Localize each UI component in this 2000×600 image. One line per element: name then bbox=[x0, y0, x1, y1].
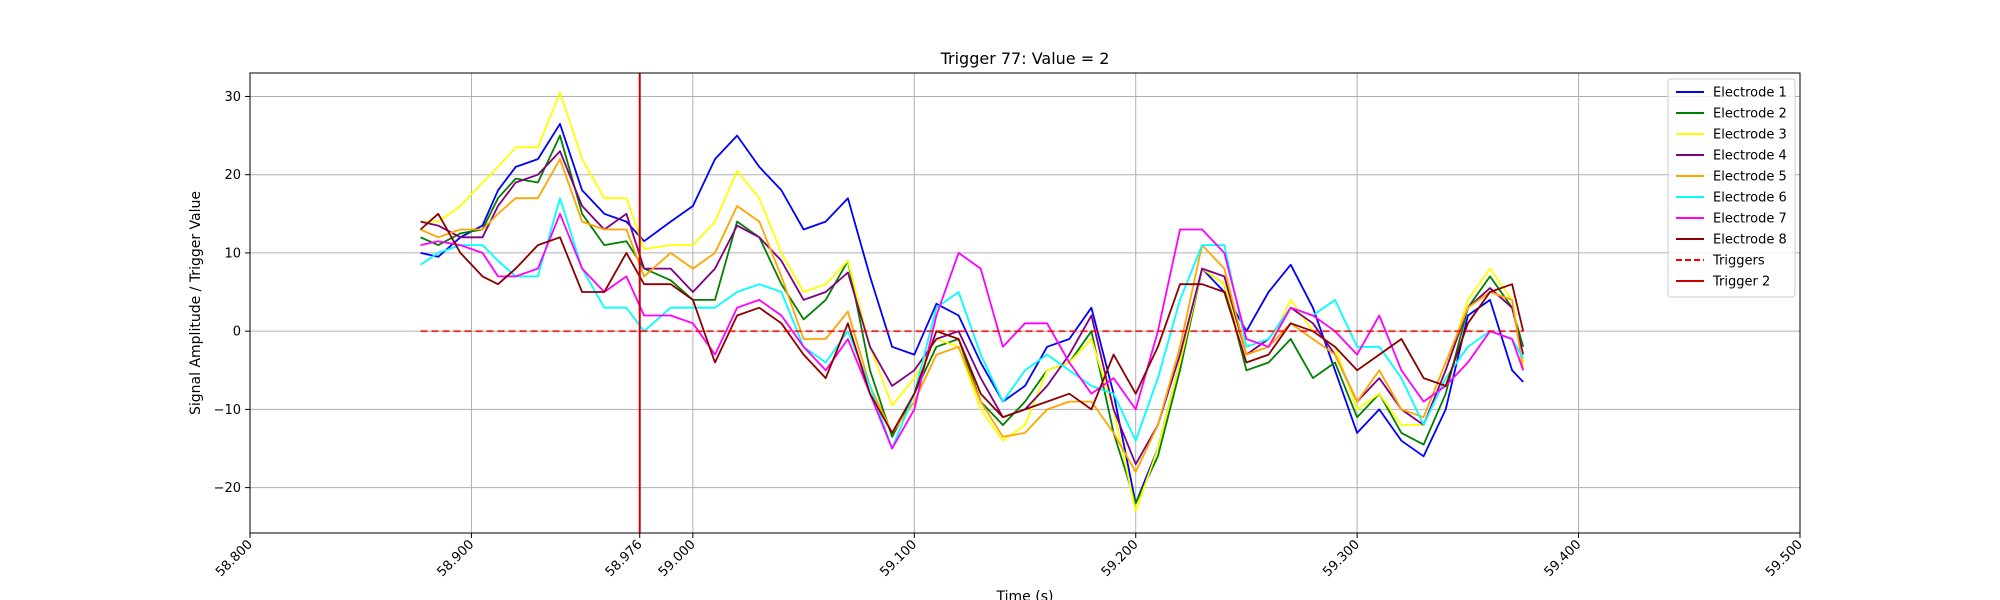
legend-label: Electrode 5 bbox=[1713, 170, 1787, 185]
series-layer bbox=[419, 91, 1525, 512]
series-line-electrode-5 bbox=[420, 158, 1525, 473]
chart-title: Trigger 77: Value = 2 bbox=[940, 49, 1110, 68]
y-tick-label: −10 bbox=[214, 403, 241, 418]
series-line-electrode-8 bbox=[419, 212, 1525, 434]
y-tick-label: 20 bbox=[224, 168, 241, 183]
x-axis-label: Time (s) bbox=[996, 589, 1054, 600]
y-tick-label: 0 bbox=[233, 325, 241, 340]
y-tick-label: 30 bbox=[224, 90, 241, 105]
y-tick-label: 10 bbox=[224, 246, 241, 261]
y-tick-label: −20 bbox=[214, 481, 241, 496]
series-line-electrode-7 bbox=[420, 212, 1525, 450]
legend: Electrode 1 Electrode 2 Electrode 3 Electro… bbox=[1667, 78, 1796, 298]
legend-label: Trigger 2 bbox=[1712, 275, 1770, 290]
series-line-electrode-2 bbox=[420, 134, 1525, 505]
legend-label: Electrode 2 bbox=[1713, 107, 1787, 122]
plot-frame bbox=[249, 72, 1801, 534]
legend-label: Triggers bbox=[1712, 254, 1765, 269]
legend-label: Electrode 7 bbox=[1713, 212, 1787, 227]
y-axis-label: Signal Amplitude / Trigger Value bbox=[188, 191, 204, 415]
legend-label: Electrode 1 bbox=[1713, 86, 1787, 101]
legend-label: Electrode 4 bbox=[1713, 149, 1787, 164]
legend-label: Electrode 6 bbox=[1713, 191, 1787, 206]
series-line-electrode-6 bbox=[420, 197, 1524, 450]
y-axis-ticks: −20 −10 0 10 20 30 bbox=[214, 90, 250, 496]
trigger-layer bbox=[420, 73, 1524, 533]
legend-label: Electrode 8 bbox=[1713, 233, 1787, 248]
legend-label: Electrode 3 bbox=[1713, 128, 1787, 143]
series-line-electrode-1 bbox=[420, 123, 1524, 505]
